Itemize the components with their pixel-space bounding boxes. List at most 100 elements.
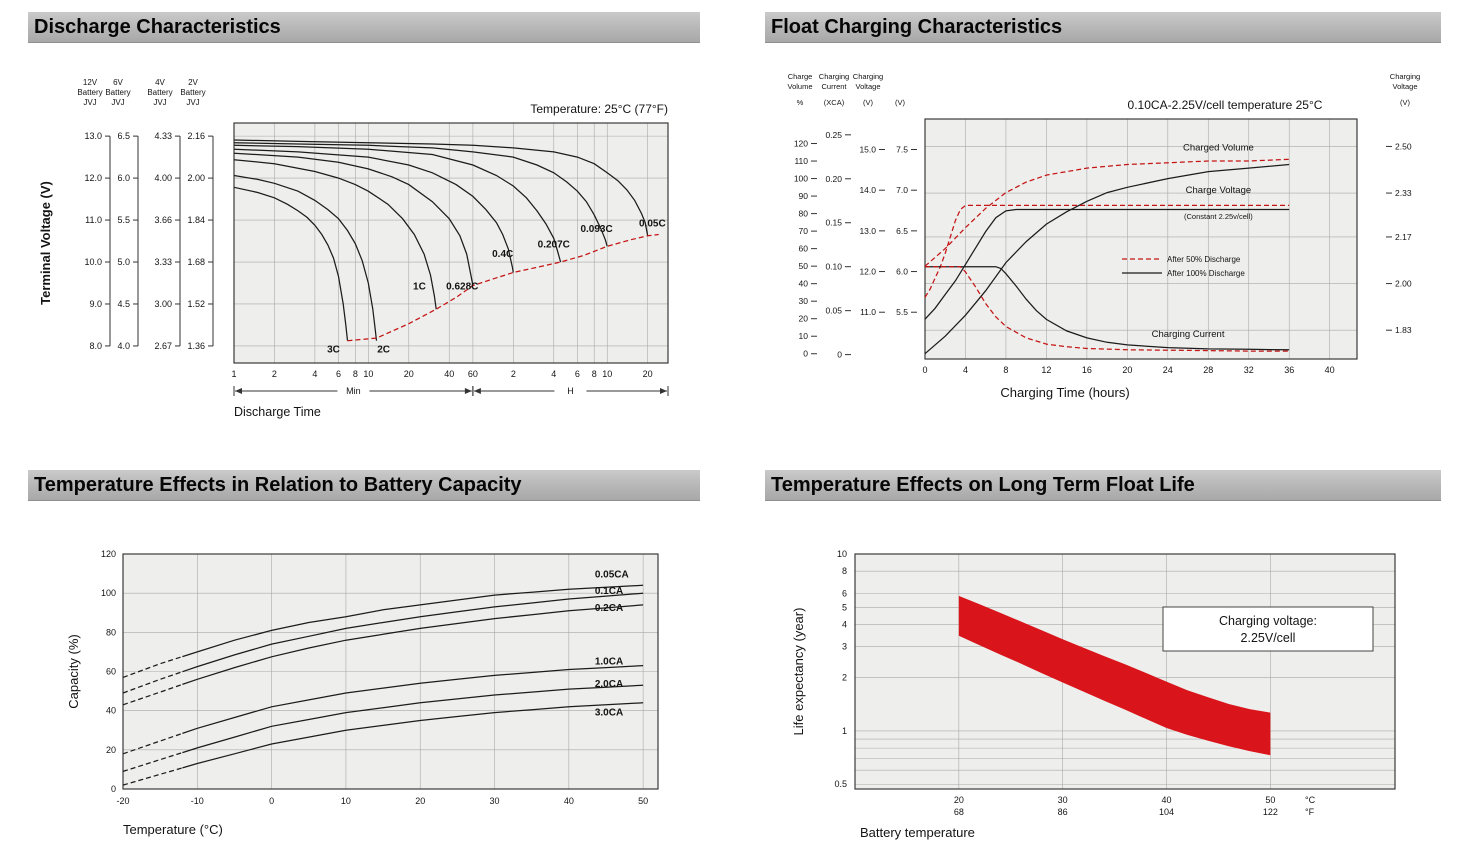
- tick-label-c: 40: [1162, 795, 1172, 805]
- axis-header: Voltage: [855, 82, 880, 91]
- tick-label: 9.0: [89, 299, 102, 309]
- legend-label: After 100% Discharge: [1167, 269, 1245, 278]
- tick-label-f: 122: [1263, 807, 1278, 817]
- tick-label: 14.0: [859, 185, 876, 195]
- scale-header: JVJ: [153, 98, 166, 107]
- arrowhead-left: [235, 388, 242, 394]
- curve-1.0CA: [182, 664, 644, 734]
- tick-label: 2: [272, 369, 277, 379]
- discharge-plot-frame: [233, 122, 669, 364]
- y-axis-title: Capacity (%): [66, 634, 81, 708]
- axis-header: Charging: [1390, 72, 1420, 81]
- tick-label: 120: [794, 139, 808, 149]
- tick-label: 10: [799, 331, 809, 341]
- discharge-characteristics-chart: 12VBatteryJVJ13.012.011.010.09.08.06VBat…: [38, 78, 669, 419]
- axis-unit: (XCA): [824, 98, 845, 107]
- tick-label: 0: [269, 796, 274, 806]
- tick-label: 50: [638, 796, 648, 806]
- float-plot-frame: [924, 118, 1358, 360]
- axis-unit: (V): [1400, 98, 1411, 107]
- tick-label: 3.66: [154, 215, 172, 225]
- unit-label: H: [567, 386, 574, 396]
- tick-label: 0: [803, 349, 808, 359]
- tick-label: 80: [106, 627, 116, 637]
- rate-label-0.207C: 0.207C: [538, 240, 570, 251]
- scale-header: Battery: [77, 88, 102, 97]
- discharge-grid: [233, 123, 668, 363]
- tick-label: -10: [191, 796, 204, 806]
- tick-label: 20: [404, 369, 414, 379]
- tick-label: 40: [799, 279, 809, 289]
- tick-label: -20: [116, 796, 129, 806]
- rate-label-1C: 1C: [413, 282, 426, 293]
- axis-unit: (V): [895, 98, 906, 107]
- unit-celsius: °C: [1305, 795, 1316, 805]
- tick-label: 7.5: [896, 145, 908, 155]
- tick-label: 28: [1203, 365, 1213, 375]
- curve-charged-volume-after-100: [924, 163, 1290, 355]
- curve-charge-voltage-after-100: [924, 208, 1290, 320]
- axis-header: Current: [821, 82, 847, 91]
- tick-label: 4.5: [117, 299, 130, 309]
- tick-label: 3.33: [154, 257, 172, 267]
- tick-label: 2.17: [1395, 232, 1412, 242]
- scale-header: JVJ: [111, 98, 124, 107]
- tick-label-c: 50: [1265, 795, 1275, 805]
- time-unit-arrow-H: H: [472, 386, 669, 396]
- scale-header: JVJ: [186, 98, 199, 107]
- rate-label-3.0CA: 3.0CA: [595, 708, 623, 719]
- tick-label: 4: [312, 369, 317, 379]
- rate-label-0.05CA: 0.05CA: [595, 570, 629, 581]
- tick-label: 2: [511, 369, 516, 379]
- tick-label: 70: [799, 226, 809, 236]
- curve-label: Charge Voltage: [1186, 185, 1252, 196]
- tick-label: 0: [111, 784, 116, 794]
- curve-label: Charged Volume: [1183, 143, 1254, 154]
- curve-2.0CA: [182, 684, 644, 754]
- tick-label: 4.33: [154, 131, 172, 141]
- legend: After 50% Discharge After 100% Discharge: [1122, 255, 1245, 278]
- scale-header: Battery: [180, 88, 205, 97]
- curve-charged-volume-after-50: [924, 158, 1290, 267]
- tick-label-c: 20: [954, 795, 964, 805]
- tick-label: 6.0: [117, 173, 130, 183]
- tick-label: 16: [1082, 365, 1092, 375]
- curve-2C: [233, 174, 378, 341]
- axis-header: Voltage: [1392, 82, 1417, 91]
- tick-label: 50: [799, 261, 809, 271]
- header-discharge-characteristics: Discharge Characteristics: [28, 12, 700, 43]
- axis-volt6: (V) 5.5 6.0 6.5 7.0 7.5: [895, 98, 917, 317]
- tick-label-c: 30: [1058, 795, 1068, 805]
- axis-unit: %: [797, 98, 804, 107]
- tick-label: 0.05: [825, 306, 842, 316]
- curve-0.207C: [233, 144, 562, 263]
- tick-label: 0: [837, 350, 842, 360]
- condition-note: 0.10CA-2.25V/cell temperature 25°C: [1128, 98, 1323, 112]
- header-temperature-capacity: Temperature Effects in Relation to Batte…: [28, 470, 700, 501]
- tick-label: 1.83: [1395, 325, 1412, 335]
- tick-label: 20: [799, 314, 809, 324]
- curve-3.0CA: [182, 702, 644, 769]
- tick-label-f: 104: [1159, 807, 1174, 817]
- tick-label: 2.16: [187, 131, 205, 141]
- section-title: Temperature Effects on Long Term Float L…: [771, 474, 1195, 496]
- tick-label: 15.0: [859, 145, 876, 155]
- tick-label: 5.0: [117, 257, 130, 267]
- tick-label: 36: [1284, 365, 1294, 375]
- panel-temperature-capacity: Temperature Effects in Relation to Batte…: [28, 470, 700, 844]
- tempcap-plot-frame: [122, 553, 659, 790]
- tick-label: 60: [106, 667, 116, 677]
- rate-label-0.2CA: 0.2CA: [595, 603, 623, 614]
- y-axis-title: Life expectancy (year): [791, 608, 806, 736]
- tick-label: 8: [842, 566, 847, 576]
- curve-3C: [233, 186, 349, 341]
- curve-0.1CA: [182, 592, 644, 673]
- curve-0.4C: [233, 148, 514, 273]
- x-axis-title: Temperature (°C): [123, 822, 223, 837]
- curve-1C: [233, 159, 437, 310]
- curve-0.628C: [233, 152, 474, 286]
